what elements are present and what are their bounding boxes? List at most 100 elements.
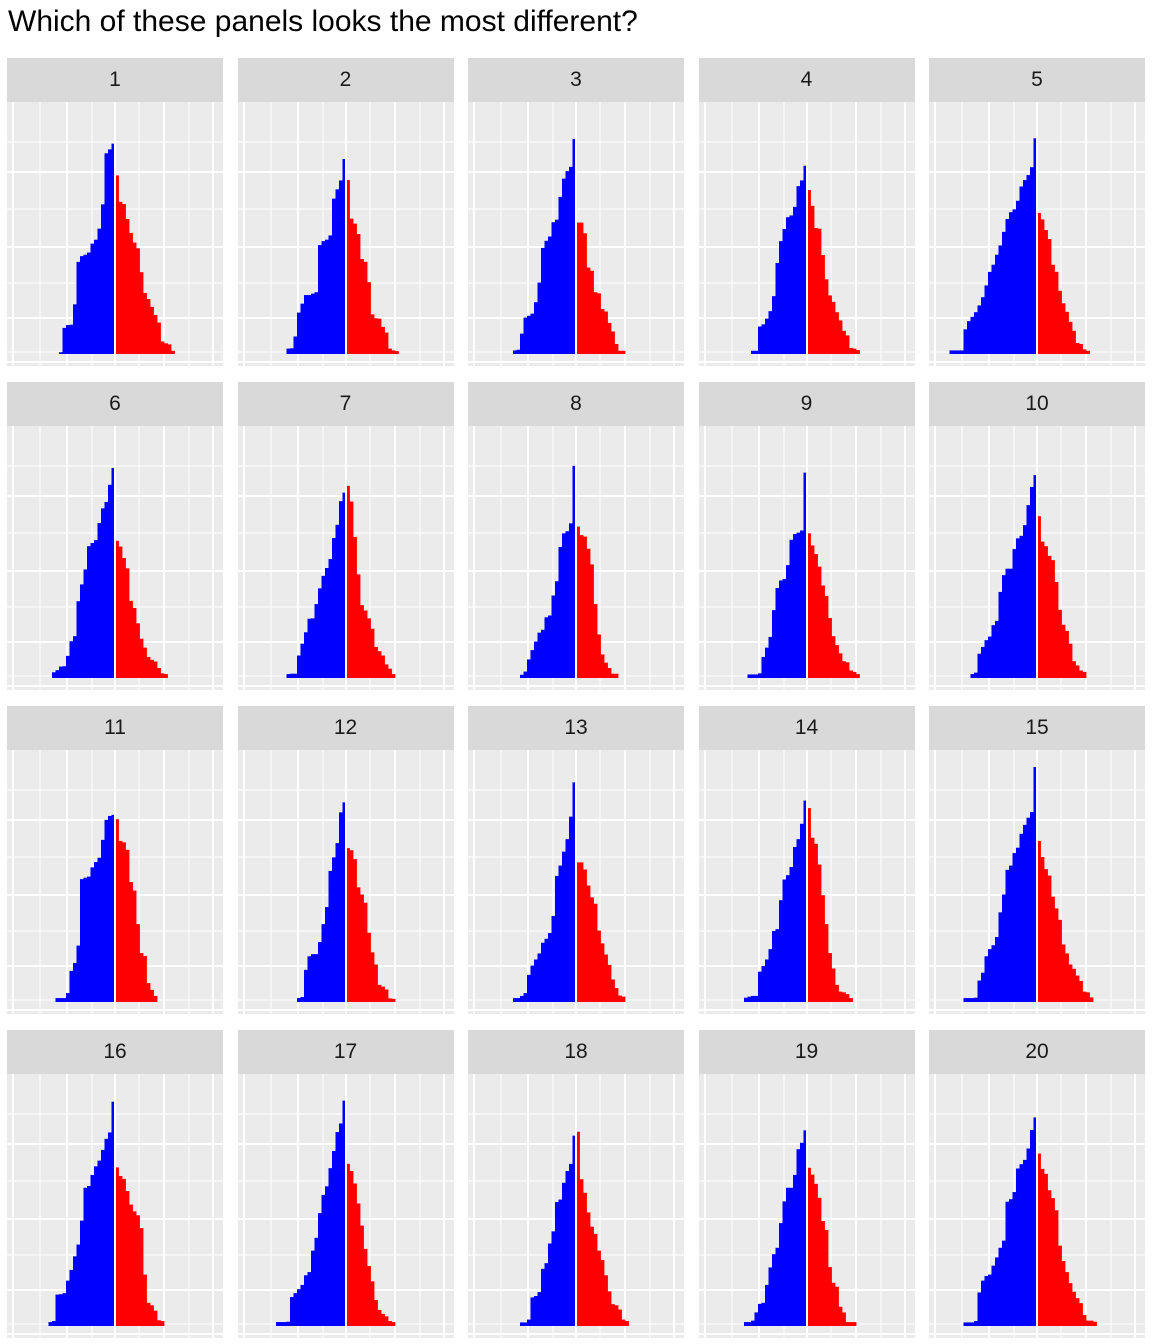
bar-negative bbox=[551, 1231, 556, 1326]
bar-negative bbox=[300, 643, 304, 678]
bar-negative bbox=[108, 1132, 112, 1326]
bar-positive bbox=[1068, 321, 1073, 354]
bar-positive bbox=[1047, 239, 1052, 354]
bar-negative bbox=[62, 327, 67, 354]
panel-12[interactable]: 12 bbox=[237, 706, 454, 1014]
bar-negative bbox=[799, 530, 804, 678]
bar-negative bbox=[527, 315, 531, 354]
bar-negative bbox=[785, 875, 790, 1002]
bar-negative bbox=[747, 1322, 751, 1326]
bar-positive bbox=[345, 848, 350, 1002]
bar-negative bbox=[768, 1267, 772, 1326]
panel-plot bbox=[7, 1074, 223, 1338]
bar-negative bbox=[101, 508, 105, 678]
bar-negative bbox=[970, 998, 975, 1002]
bar-negative bbox=[296, 1289, 301, 1326]
panel-strip-label: 12 bbox=[237, 706, 454, 750]
bar-negative bbox=[1009, 865, 1013, 1002]
bar-positive bbox=[611, 1304, 615, 1326]
bar-positive bbox=[813, 843, 818, 1002]
bar-negative bbox=[104, 501, 109, 678]
bar-negative bbox=[792, 1174, 797, 1326]
bar-positive bbox=[597, 293, 601, 354]
bar-positive bbox=[1037, 212, 1041, 354]
bar-positive bbox=[370, 314, 374, 354]
bar-positive bbox=[1093, 1321, 1097, 1326]
bar-negative bbox=[97, 228, 102, 354]
bar-negative bbox=[1002, 231, 1006, 354]
panel-7[interactable]: 7 bbox=[237, 382, 454, 690]
bar-negative bbox=[981, 297, 985, 354]
bar-negative bbox=[747, 996, 751, 1002]
panel-plot bbox=[698, 102, 915, 366]
panel-6[interactable]: 6 bbox=[7, 382, 223, 690]
bar-positive bbox=[838, 991, 842, 1002]
bar-positive bbox=[1086, 350, 1090, 354]
bar-positive bbox=[115, 819, 119, 1002]
bar-positive bbox=[352, 536, 357, 678]
panel-3[interactable]: 3 bbox=[468, 58, 684, 366]
bar-negative bbox=[73, 963, 77, 1002]
panel-2[interactable]: 2 bbox=[237, 58, 454, 366]
panel-1[interactable]: 1 bbox=[7, 58, 223, 366]
bar-negative bbox=[1012, 853, 1017, 1002]
bar-positive bbox=[586, 267, 591, 354]
bar-negative bbox=[338, 501, 343, 678]
bar-negative bbox=[94, 862, 98, 1002]
bar-negative bbox=[1009, 212, 1013, 354]
panel-10[interactable]: 10 bbox=[929, 382, 1145, 690]
bar-negative bbox=[1019, 833, 1024, 1002]
bar-negative bbox=[544, 1263, 549, 1326]
bar-positive bbox=[391, 350, 395, 354]
bar-negative bbox=[768, 636, 772, 678]
bar-positive bbox=[1061, 944, 1066, 1002]
bar-positive bbox=[153, 315, 158, 354]
bar-positive bbox=[129, 232, 133, 354]
bar-positive bbox=[855, 674, 860, 678]
bar-negative bbox=[541, 629, 545, 678]
panel-13[interactable]: 13 bbox=[468, 706, 684, 1014]
panel-16[interactable]: 16 bbox=[7, 1030, 223, 1338]
panel-11[interactable]: 11 bbox=[7, 706, 223, 1014]
bar-negative bbox=[782, 879, 786, 1002]
bar-positive bbox=[153, 995, 158, 1002]
bar-negative bbox=[1026, 817, 1031, 1002]
bar-positive bbox=[604, 662, 608, 678]
bar-negative bbox=[541, 247, 545, 354]
bar-positive bbox=[122, 204, 126, 354]
bar-positive bbox=[129, 882, 133, 1002]
bar-negative bbox=[307, 618, 311, 678]
bar-negative bbox=[523, 993, 528, 1002]
bar-positive bbox=[820, 585, 825, 678]
panel-18[interactable]: 18 bbox=[468, 1030, 684, 1338]
panel-strip-label: 3 bbox=[468, 58, 684, 102]
bar-negative bbox=[342, 802, 346, 1002]
bar-negative bbox=[771, 930, 776, 1002]
bar-positive bbox=[387, 668, 392, 678]
panel-19[interactable]: 19 bbox=[698, 1030, 915, 1338]
bar-positive bbox=[146, 299, 151, 354]
panel-4[interactable]: 4 bbox=[698, 58, 915, 366]
bar-positive bbox=[820, 255, 825, 354]
panel-14[interactable]: 14 bbox=[698, 706, 915, 1014]
panel-5[interactable]: 5 bbox=[929, 58, 1145, 366]
bar-negative bbox=[83, 254, 88, 354]
bar-negative bbox=[775, 588, 779, 678]
bar-negative bbox=[541, 1268, 545, 1326]
bar-negative bbox=[743, 1322, 748, 1326]
panel-15[interactable]: 15 bbox=[929, 706, 1145, 1014]
panel-8[interactable]: 8 bbox=[468, 382, 684, 690]
bar-positive bbox=[1044, 546, 1048, 678]
panel-20[interactable]: 20 bbox=[929, 1030, 1145, 1338]
bar-negative bbox=[963, 1322, 968, 1326]
bar-negative bbox=[527, 974, 531, 1002]
bar-positive bbox=[136, 623, 140, 678]
bar-positive bbox=[820, 895, 825, 1002]
bar-positive bbox=[359, 1225, 364, 1326]
bar-positive bbox=[132, 1211, 137, 1326]
panel-9[interactable]: 9 bbox=[698, 382, 915, 690]
bar-positive bbox=[831, 1282, 835, 1326]
panel-17[interactable]: 17 bbox=[237, 1030, 454, 1338]
bar-negative bbox=[307, 295, 311, 354]
bar-positive bbox=[1051, 264, 1055, 354]
